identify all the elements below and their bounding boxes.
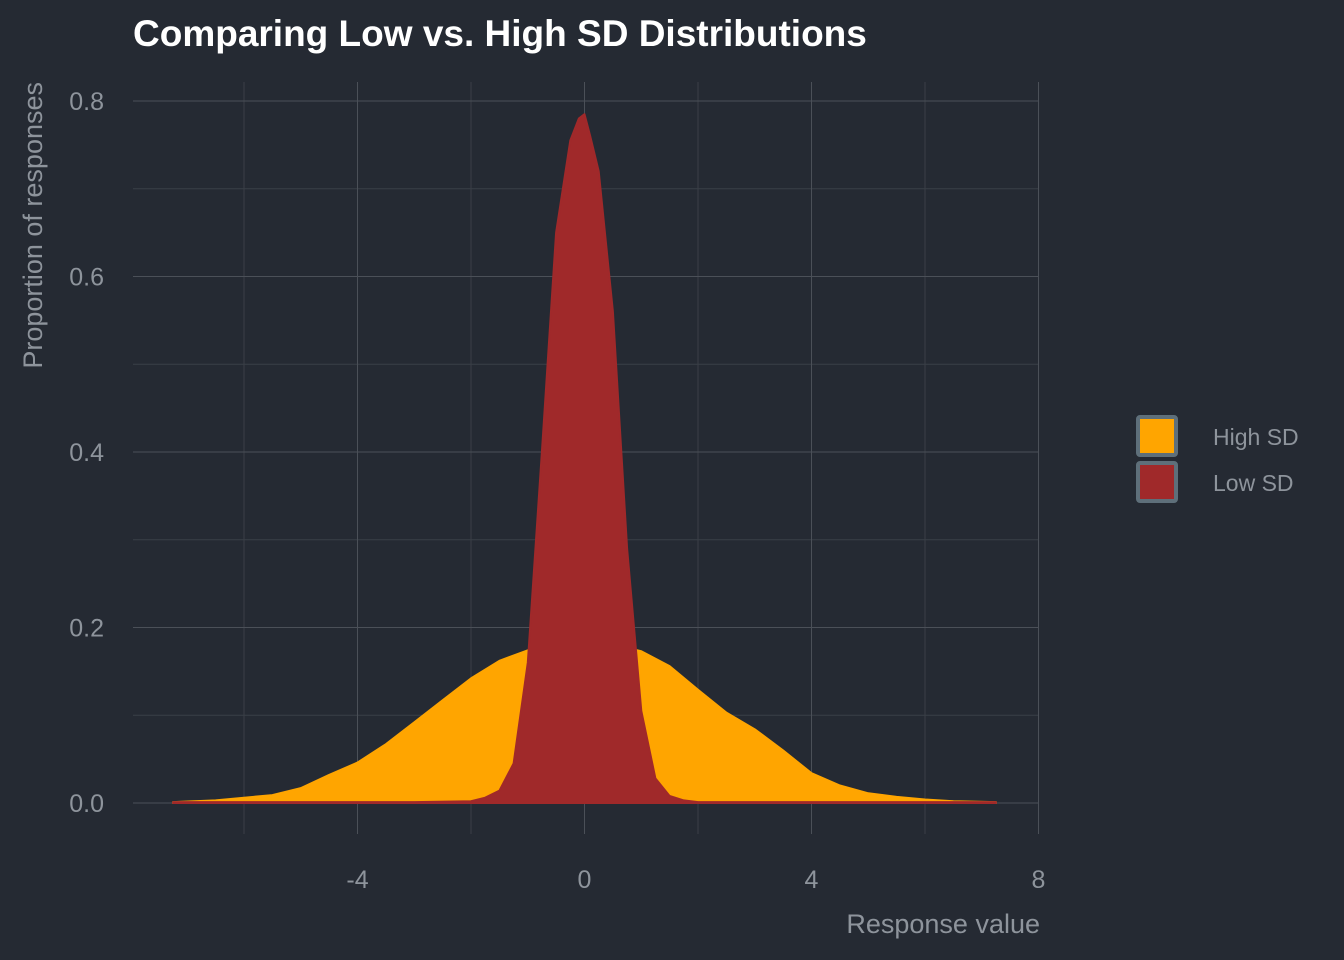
y-axis-ticks: 0.0 0.2 0.4 0.6 0.8 — [69, 88, 104, 818]
area-low-sd — [172, 113, 997, 804]
y-tick-label: 0.2 — [69, 615, 104, 643]
legend-swatch-high-sd — [1136, 415, 1178, 457]
x-tick-label: 0 — [578, 866, 592, 894]
y-tick-label: 0.6 — [69, 264, 104, 292]
legend-swatch-low-sd — [1136, 461, 1178, 503]
x-axis-title: Response value — [846, 909, 1040, 939]
x-tick-label: 8 — [1032, 866, 1046, 894]
y-tick-label: 0.8 — [69, 88, 104, 116]
y-tick-label: 0.0 — [69, 790, 104, 818]
legend-label-low-sd: Low SD — [1213, 470, 1294, 496]
legend: High SD Low SD — [1136, 415, 1299, 503]
chart-title: Comparing Low vs. High SD Distributions — [133, 13, 867, 54]
legend-label-high-sd: High SD — [1213, 424, 1299, 450]
x-axis-ticks: -4 0 4 8 — [346, 866, 1045, 894]
x-tick-label: 4 — [805, 866, 819, 894]
y-axis-title: Proportion of responses — [18, 82, 48, 369]
y-tick-label: 0.4 — [69, 439, 104, 467]
data-areas — [172, 113, 997, 804]
x-tick-label: -4 — [346, 866, 368, 894]
